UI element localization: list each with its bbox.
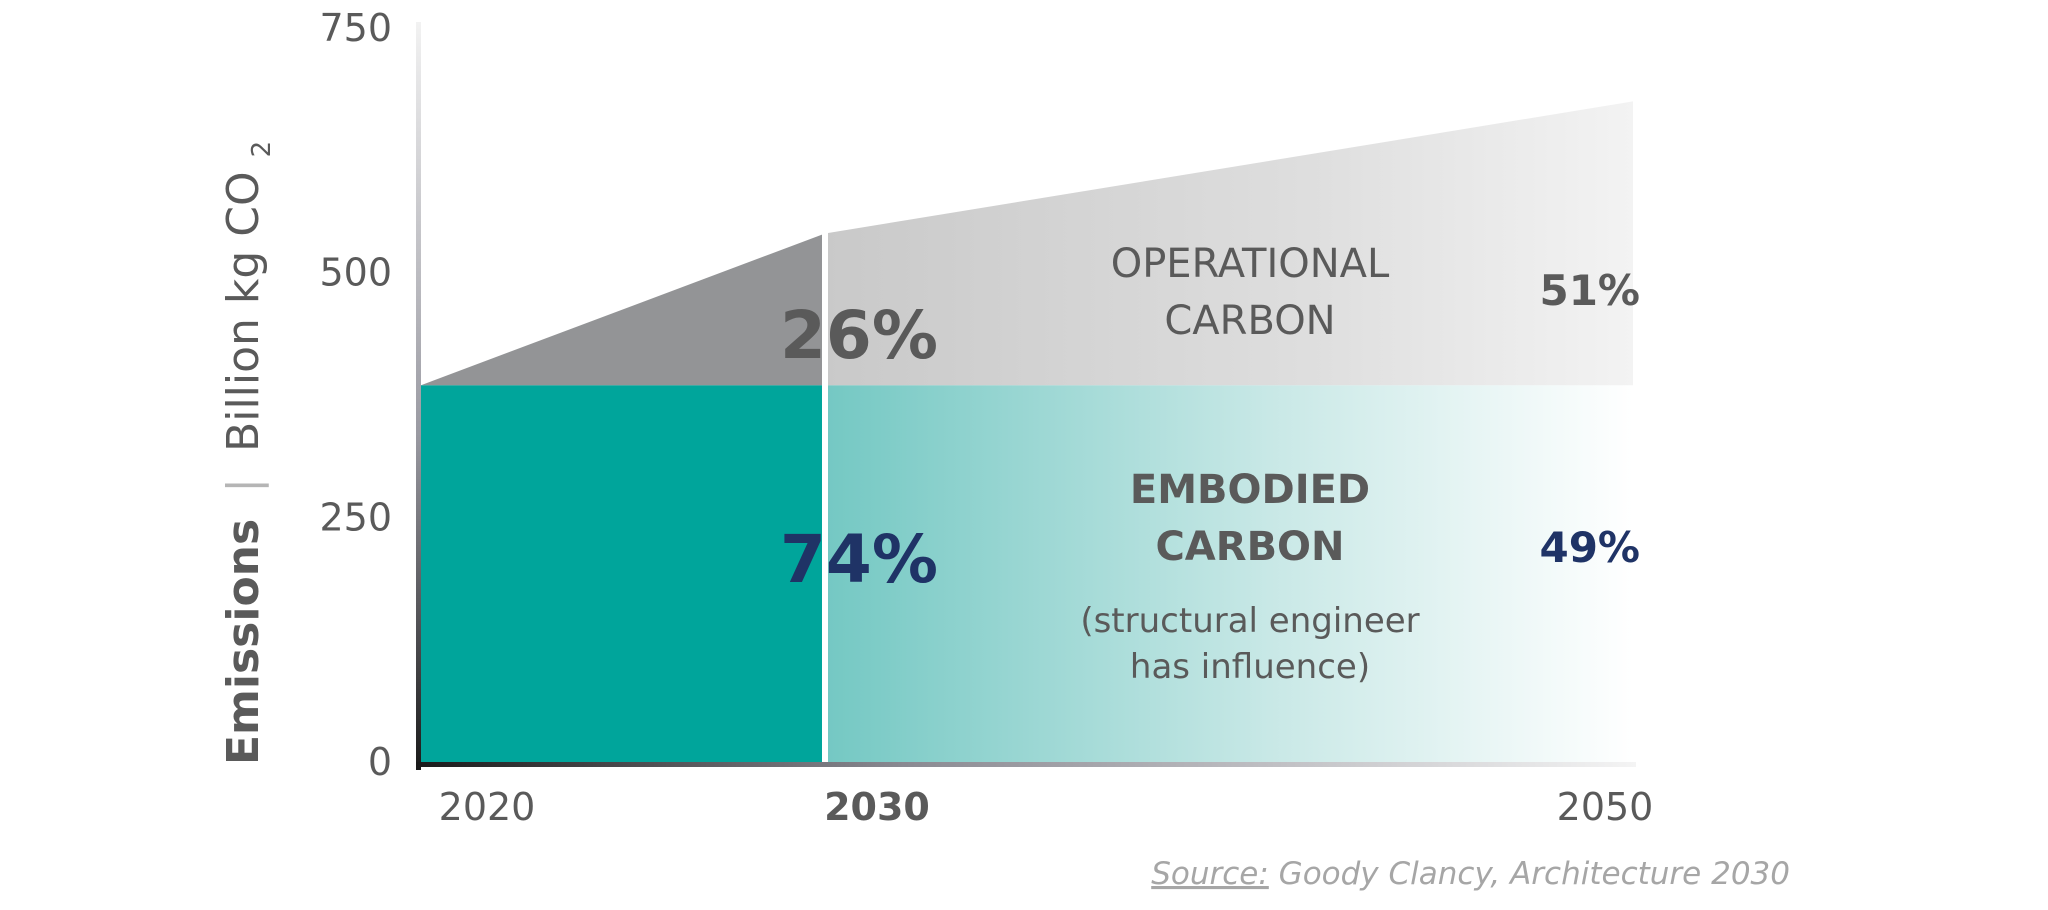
embodied-label-line1: EMBODIED xyxy=(1130,467,1370,513)
x-tick-label-2030: 2030 xyxy=(824,785,930,829)
x-axis-line xyxy=(416,762,1636,767)
y-axis-title-separator: | xyxy=(218,478,269,493)
x-tick-label-2020: 2020 xyxy=(439,785,536,829)
embodied-area-2020-2030 xyxy=(421,385,825,762)
operational-2030-percent: 26% xyxy=(780,297,938,374)
operational-label-line1: OPERATIONAL xyxy=(1111,241,1390,287)
operational-area-2030-2050 xyxy=(825,101,1633,386)
areas-layer xyxy=(421,101,1633,762)
y-tick-label-0: 0 xyxy=(368,740,392,784)
embodied-note-line1: (structural engineer xyxy=(1080,601,1419,641)
source-prefix: Source: xyxy=(1151,856,1269,892)
y-axis-title: Emissions | Billion kg CO 2 xyxy=(218,141,277,765)
embodied-2050-percent: 49% xyxy=(1539,523,1640,572)
y-axis-line xyxy=(416,22,421,770)
y-axis-title-text: Billion kg CO xyxy=(218,171,269,452)
axes-layer xyxy=(416,22,1636,770)
y-axis-title-bold: Emissions xyxy=(218,519,269,765)
y-tick-label-750: 750 xyxy=(319,6,392,50)
ticks-layer: 750 500 250 0 2020 2030 2050 xyxy=(319,6,1653,829)
embodied-label-line2: CARBON xyxy=(1155,524,1344,570)
x-tick-label-2050: 2050 xyxy=(1557,785,1654,829)
source-note: Source: Goody Clancy, Architecture 2030 xyxy=(1151,856,1790,892)
operational-area-2020-2030 xyxy=(421,233,825,386)
source-text: Goody Clancy, Architecture 2030 xyxy=(1279,856,1790,892)
embodied-area-2030-2050 xyxy=(825,385,1633,762)
y-axis-title-subscript: 2 xyxy=(247,141,277,158)
operational-2050-percent: 51% xyxy=(1539,266,1640,315)
embodied-2030-percent: 74% xyxy=(780,521,938,598)
y-tick-label-500: 500 xyxy=(319,251,392,295)
marker-line-2030 xyxy=(822,230,828,762)
operational-label-line2: CARBON xyxy=(1164,298,1335,344)
y-tick-label-250: 250 xyxy=(319,495,392,539)
embodied-note-line2: has influence) xyxy=(1130,647,1370,687)
